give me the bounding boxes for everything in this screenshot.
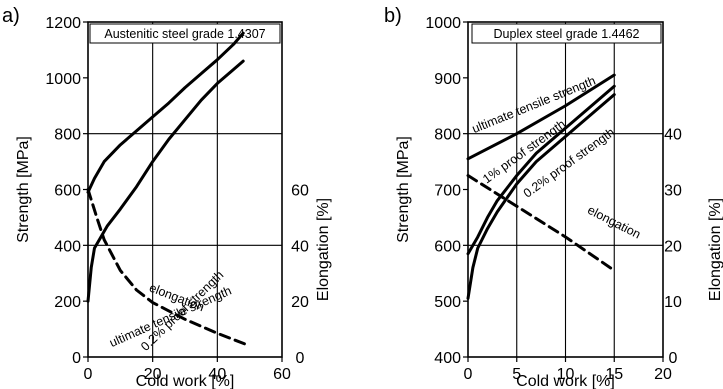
panel-a-xtick-label-20: 20 <box>144 366 162 383</box>
panel-a-letter: a) <box>2 5 20 27</box>
panel-b-series-1-proof-strength <box>466 84 616 256</box>
panel-b-y2tick-label-10: 10 <box>664 294 682 311</box>
panel-b-ytick-label-1000: 1000 <box>425 15 461 32</box>
panel-a-y2tick-label-20: 20 <box>291 294 309 311</box>
panel-b-ytick-label-800: 800 <box>434 127 461 144</box>
panel-a-ytick-label-0: 0 <box>72 350 81 367</box>
panel-b-ytick-label-700: 700 <box>434 183 461 200</box>
panel-a-ytick-label-800: 800 <box>54 127 81 144</box>
panel-b-y2tick-label-0: 0 <box>669 350 678 367</box>
panel-b-xlabel: Cold work [%] <box>516 373 615 389</box>
panel-a-ytick-label-1000: 1000 <box>45 71 81 88</box>
panel-b-series-elongation <box>466 174 616 272</box>
panel-a-y2tick-label-60: 60 <box>291 183 309 200</box>
panel-a-xlabel: Cold work [%] <box>136 373 235 389</box>
panel-b-letter: b) <box>384 5 402 27</box>
panel-a-series-ultimate-tensile-strength <box>86 31 245 194</box>
panel-b-xtick-label-0: 0 <box>464 366 473 383</box>
panel-a-series-elongation <box>86 188 252 348</box>
panel-b-series-0-2-proof-strength <box>466 93 616 300</box>
panel-b-ytick-label-900: 900 <box>434 71 461 88</box>
panel-b-ytick-label-500: 500 <box>434 294 461 311</box>
panel-b-ytick-label-600: 600 <box>434 238 461 255</box>
panel-a-ylabel: Strength [MPa] <box>15 136 32 243</box>
panel-a-ytick-label-200: 200 <box>54 294 81 311</box>
panel-a-ytick-label-600: 600 <box>54 183 81 200</box>
panel-a-title: Austenitic steel grade 1.4307 <box>104 27 265 41</box>
panel-b-y2label: Elongation [%] <box>707 198 723 301</box>
panel-b-xtick-label-5: 5 <box>512 366 521 383</box>
panel-b-xtick-label-10: 10 <box>557 366 575 383</box>
panel-a-ytick-label-1200: 1200 <box>45 15 81 32</box>
panel-b-ylabel: Strength [MPa] <box>395 136 412 243</box>
panel-b-y2tick-label-20: 20 <box>664 238 682 255</box>
panel-b-ytick-label-400: 400 <box>434 350 461 367</box>
panel-b-y2tick-label-40: 40 <box>664 127 682 144</box>
panel-b-series-ultimate-tensile-strength <box>466 73 616 161</box>
panel-b-y2tick-label-30: 30 <box>664 183 682 200</box>
panel-a-y2tick-label-0: 0 <box>296 350 305 367</box>
panel-a-y2label: Elongation [%] <box>315 198 332 301</box>
panel-b-title-box <box>471 23 662 44</box>
panel-b-xtick-label-15: 15 <box>605 366 623 383</box>
panel-b-title: Duplex steel grade 1.4462 <box>494 27 640 41</box>
panel-a-xtick-label-60: 60 <box>273 366 291 383</box>
panel-a-xtick-label-0: 0 <box>84 366 93 383</box>
panel-a-y2tick-label-40: 40 <box>291 238 309 255</box>
panel-b-xtick-label-20: 20 <box>654 366 672 383</box>
panel-a-title-box <box>89 23 281 44</box>
panel-a-ytick-label-400: 400 <box>54 238 81 255</box>
panel-a-series-0-2-proof-strength <box>86 59 245 303</box>
panel-a-xtick-label-40: 40 <box>208 366 226 383</box>
